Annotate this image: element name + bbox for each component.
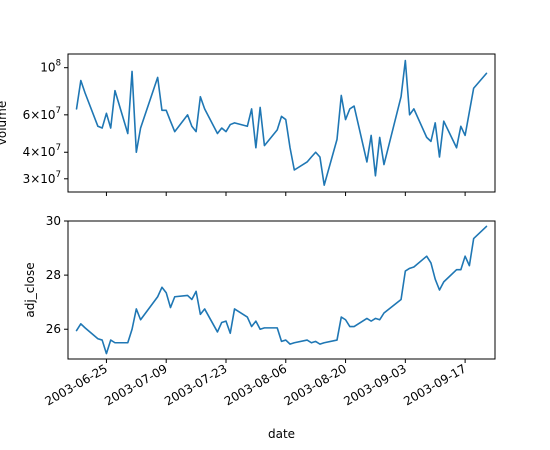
y-tick-label: 30	[46, 214, 61, 228]
adj-close-plot-frame	[67, 220, 496, 360]
x-tick-label: 2003-09-03	[341, 361, 408, 408]
volume-y-axis-label: volume	[0, 101, 9, 145]
volume-series-line	[75, 59, 488, 186]
x-tick-label: 2003-08-20	[282, 361, 349, 408]
y-tick-label: 26	[46, 322, 61, 336]
date-x-axis-label: date	[268, 427, 295, 441]
x-tick-label: 2003-07-09	[102, 361, 169, 408]
adj-close-y-ticks: 26 28 30	[46, 214, 68, 336]
x-tick-label: 2003-09-17	[401, 361, 468, 408]
volume-panel: 3×107 4×107 6×107 108 volume	[0, 53, 496, 196]
volume-x-ticks	[105, 192, 466, 196]
y-tick-label: 4×107	[23, 143, 61, 159]
y-tick-label: 108	[40, 59, 61, 75]
y-tick-label: 28	[46, 268, 61, 282]
x-tick-label: 2003-08-06	[222, 361, 289, 408]
x-tick-label: 2003-07-23	[162, 361, 229, 408]
x-tick-label: 2003-06-25	[43, 361, 110, 408]
volume-y-ticks: 3×107 4×107 6×107 108	[23, 59, 68, 186]
y-tick-label: 3×107	[23, 170, 61, 186]
y-tick-label: 6×107	[23, 106, 61, 122]
adj-close-y-axis-label: adj_close	[23, 262, 37, 317]
adj-close-series-line	[75, 225, 488, 355]
date-x-ticks: 2003-06-252003-07-092003-07-232003-08-06…	[43, 359, 469, 408]
volume-plot-frame	[67, 53, 496, 193]
